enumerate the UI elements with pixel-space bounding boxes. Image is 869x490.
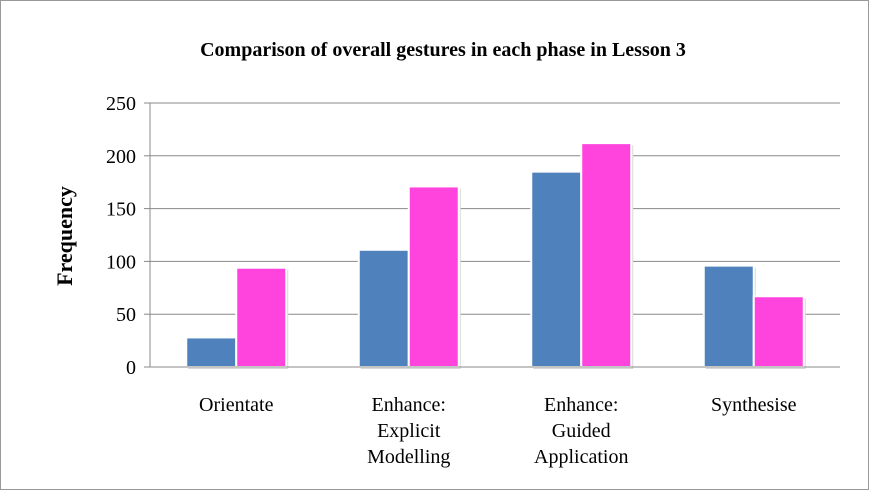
x-tick-label: Enhance: Explicit Modelling: [367, 394, 450, 468]
x-tick-label: Orientate: [199, 394, 274, 416]
y-tick-label: 150: [106, 199, 136, 221]
bar: [530, 170, 583, 368]
y-tick-label: 50: [116, 304, 136, 326]
bar: [357, 248, 410, 368]
bar: [185, 336, 238, 369]
bar: [752, 295, 805, 368]
chart-title: Comparison of overall gestures in each p…: [200, 39, 686, 61]
bar: [407, 185, 460, 368]
x-tick-label: Synthesise: [711, 394, 797, 416]
y-tick-label: 100: [106, 251, 136, 273]
bar: [235, 266, 288, 368]
y-tick-label: 250: [106, 93, 136, 115]
y-tick-label: 200: [106, 146, 136, 168]
y-tick-label: 0: [126, 357, 136, 379]
x-tick-label: Enhance: Guided Application: [534, 394, 628, 468]
bar: [580, 142, 633, 368]
bar: [702, 264, 755, 368]
y-axis-label: Frequency: [52, 186, 77, 286]
